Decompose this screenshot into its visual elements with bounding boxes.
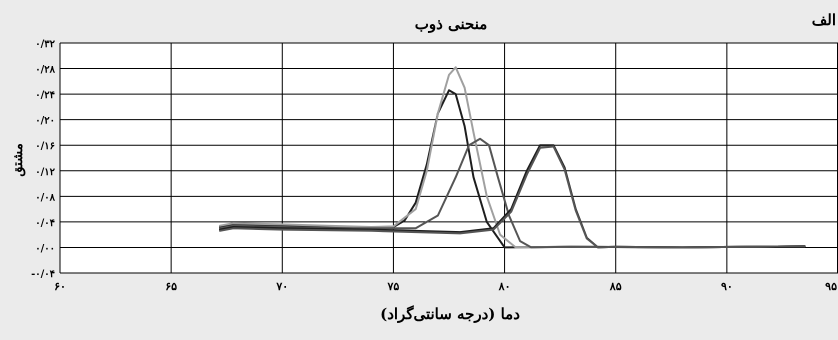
y-tick-label: ۰/۲۴ xyxy=(35,90,55,101)
x-tick-labels: ۶۰ ۶۵ ۷۰ ۷۵ ۸۰ ۸۵ ۹۰ ۹۵ xyxy=(54,280,837,293)
y-axis-label: مشتق xyxy=(11,143,26,176)
y-tick-label: ۰/۰۸ xyxy=(35,192,55,203)
y-tick-labels: -۰/۰۴ ۰/۰۰ ۰/۰۴ ۰/۰۸ ۰/۱۲ ۰/۱۶ ۰/۲۰ ۰/۲۴ ۰/۲۸ ۰/۳… xyxy=(31,39,56,280)
melt-curve-5 xyxy=(219,145,806,249)
y-tick-label: ۰/۲۰ xyxy=(35,116,55,127)
y-tick-label: -۰/۰۴ xyxy=(31,269,55,280)
x-tick-label: ۸۰ xyxy=(498,280,511,293)
x-tick-label: ۷۵ xyxy=(387,280,400,293)
y-tick-label: ۰/۲۸ xyxy=(35,65,55,76)
y-tick-label: ۰/۰۰ xyxy=(35,243,55,254)
y-tick-label: ۰/۱۶ xyxy=(35,141,55,152)
melt-curve-2 xyxy=(219,66,806,249)
y-tick-label: ۰/۱۲ xyxy=(35,167,55,178)
y-tick-label: ۰/۰۴ xyxy=(35,218,55,229)
x-tick-label: ۹۰ xyxy=(721,280,733,293)
x-tick-label: ۶۰ xyxy=(54,280,66,293)
panel-label: الف xyxy=(812,11,836,29)
x-tick-label: ۸۵ xyxy=(609,280,622,293)
plot-area xyxy=(60,43,838,273)
x-tick-label: ۹۵ xyxy=(825,280,837,293)
y-tick-label: ۰/۳۲ xyxy=(35,39,55,50)
melt-curves xyxy=(219,66,806,249)
chart-title: منحنی ذوب xyxy=(415,15,488,33)
grid-lines xyxy=(59,42,838,274)
x-tick-label: ۷۰ xyxy=(275,280,288,293)
x-tick-label: ۶۵ xyxy=(165,280,177,293)
x-axis-label: دما (درجه سانتی‌گراد) xyxy=(380,305,520,323)
